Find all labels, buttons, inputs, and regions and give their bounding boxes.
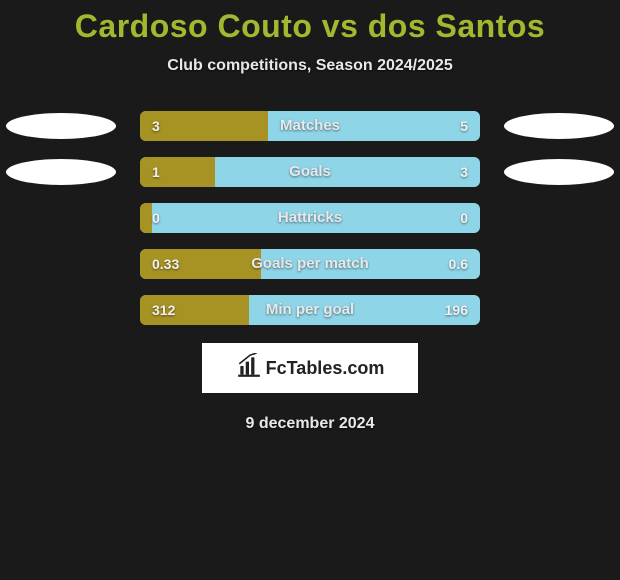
compare-row: 13Goals — [0, 157, 620, 187]
compare-row: 00Hattricks — [0, 203, 620, 233]
bar-track: 35Matches — [140, 111, 480, 141]
player-left-marker — [6, 113, 116, 139]
player-right-marker — [504, 159, 614, 185]
metric-label: Goals — [140, 157, 480, 187]
player-right-marker — [504, 113, 614, 139]
date-text: 9 december 2024 — [0, 415, 620, 433]
bar-track: 312196Min per goal — [140, 295, 480, 325]
page-title: Cardoso Couto vs dos Santos — [0, 0, 620, 45]
brand-logo-text: FcTables.com — [266, 358, 385, 379]
subtitle: Club competitions, Season 2024/2025 — [0, 57, 620, 75]
player-left-marker — [6, 159, 116, 185]
bar-track: 00Hattricks — [140, 203, 480, 233]
metric-label: Min per goal — [140, 295, 480, 325]
metric-label: Hattricks — [140, 203, 480, 233]
bar-track: 0.330.6Goals per match — [140, 249, 480, 279]
comparison-infographic: Cardoso Couto vs dos Santos Club competi… — [0, 0, 620, 580]
brand-logo: FcTables.com — [202, 343, 418, 393]
compare-row: 35Matches — [0, 111, 620, 141]
comparison-chart: 35Matches 13Goals 00Hattricks 0.330.6Goals … — [0, 111, 620, 325]
metric-label: Matches — [140, 111, 480, 141]
bar-track: 13Goals — [140, 157, 480, 187]
chart-icon — [236, 353, 262, 384]
metric-label: Goals per match — [140, 249, 480, 279]
compare-row: 0.330.6Goals per match — [0, 249, 620, 279]
compare-row: 312196Min per goal — [0, 295, 620, 325]
